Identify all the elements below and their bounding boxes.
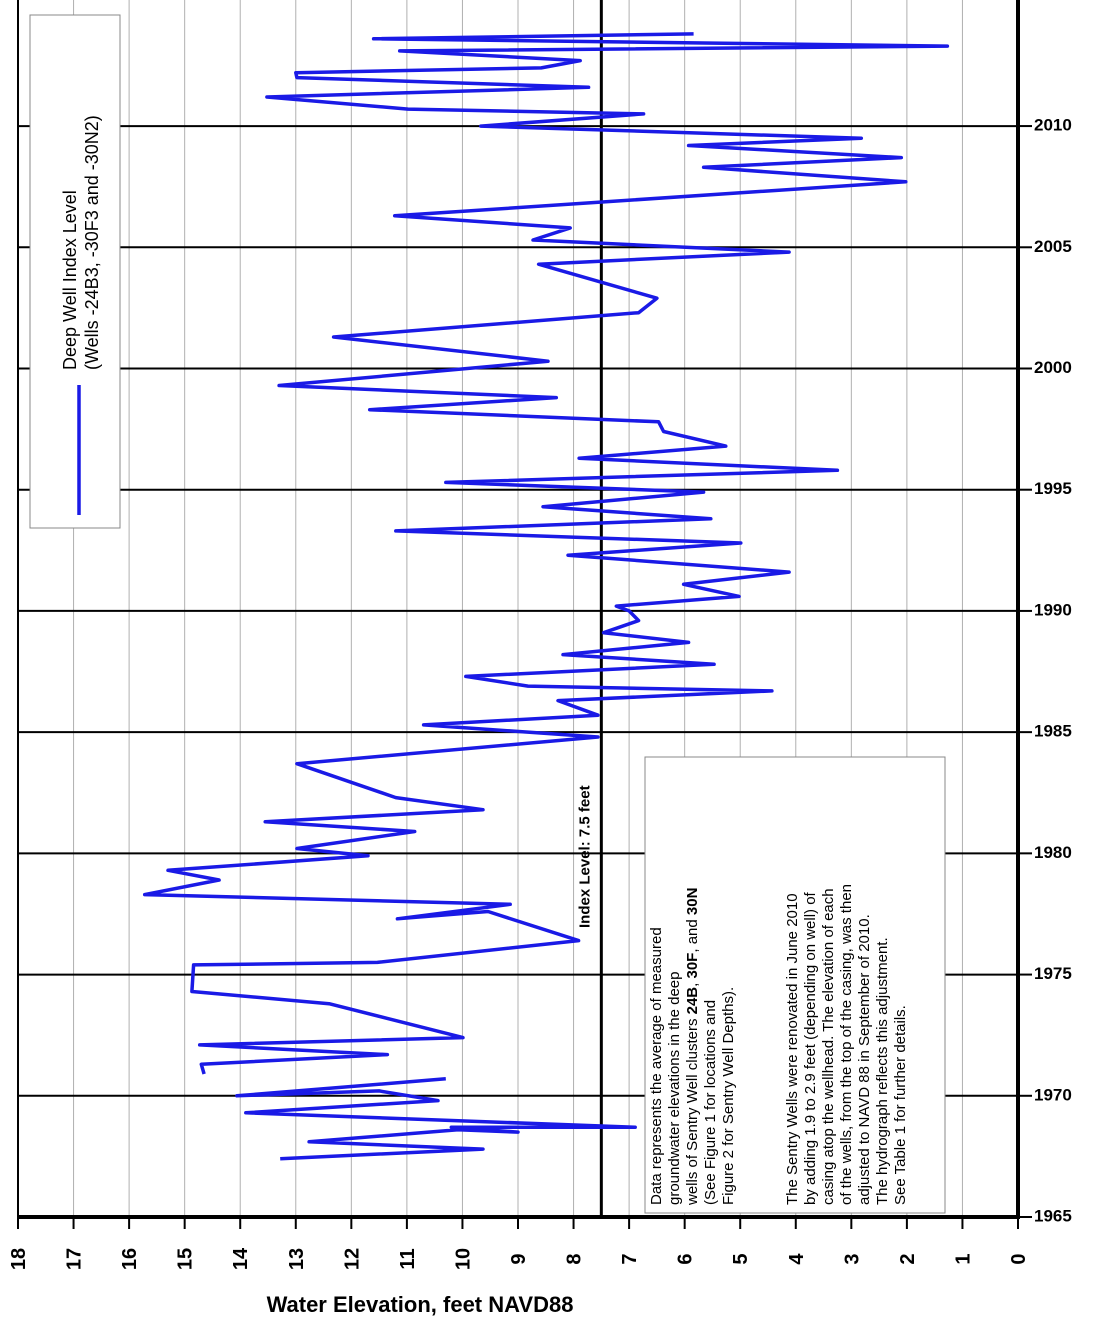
y-tick-label: 1990 — [1034, 600, 1072, 619]
note-text: Figure 2 for Sentry Well Depths). — [720, 987, 737, 1205]
x-tick-label: 15 — [175, 1248, 197, 1270]
note-box — [644, 756, 946, 1214]
x-tick-label: 1 — [952, 1253, 974, 1264]
x-tick-label: 6 — [675, 1253, 697, 1264]
note-text: wells of Sentry Well clusters — [684, 1014, 701, 1206]
y-tick-label: 1980 — [1034, 843, 1072, 862]
note-text: Data represents the average of measured — [648, 927, 665, 1205]
note-text: (See Figure 1 for locations and — [702, 1000, 719, 1205]
note-line: See Table 1 for further details. — [892, 1005, 909, 1205]
note-text: The hydrograph reflects this adjustment. — [874, 937, 891, 1205]
x-tick-label: 9 — [508, 1253, 530, 1264]
x-tick-label: 12 — [341, 1248, 363, 1270]
x-tick-label: 18 — [8, 1248, 30, 1270]
note-text: groundwater elevations in the deep — [666, 972, 683, 1206]
x-tick-label: 17 — [64, 1248, 86, 1270]
note-text: 30N — [684, 888, 701, 916]
y-tick-label: 1965 — [1034, 1206, 1072, 1225]
x-tick-label: 7 — [619, 1253, 641, 1264]
y-tick-label: 1995 — [1034, 479, 1072, 498]
note-text: , — [684, 979, 701, 987]
y-tick-label: 2005 — [1034, 237, 1072, 256]
note-line: Figure 2 for Sentry Well Depths). — [720, 987, 737, 1205]
legend-label: Deep Well Index Level — [60, 190, 80, 370]
y-tick-label: 2000 — [1034, 358, 1072, 377]
note-text: by adding 1.9 to 2.9 feet (depending on … — [802, 891, 819, 1205]
x-tick-label: 11 — [397, 1248, 419, 1269]
x-tick-label: 0 — [1008, 1253, 1030, 1264]
note-line: (See Figure 1 for locations and — [702, 1000, 719, 1205]
note-line: by adding 1.9 to 2.9 feet (depending on … — [802, 891, 819, 1205]
note-line: The Sentry Wells were renovated in June … — [784, 893, 801, 1205]
x-tick-label: 10 — [452, 1248, 474, 1270]
note-line: Data represents the average of measured — [648, 927, 665, 1205]
note-text: See Table 1 for further details. — [892, 1005, 909, 1205]
note-text: , and — [684, 915, 701, 953]
note-text: 24B — [684, 987, 701, 1015]
x-tick-label: 13 — [286, 1248, 308, 1270]
y-tick-label: 2010 — [1034, 116, 1072, 135]
note-text: 30F — [684, 953, 701, 979]
x-tick-label: 4 — [786, 1253, 808, 1265]
x-tick-label: 2 — [897, 1253, 919, 1264]
note-line: The hydrograph reflects this adjustment. — [874, 937, 891, 1205]
note-text: adjusted to NAVD 88 in September of 2010… — [856, 914, 873, 1205]
y-tick-label: 1975 — [1034, 964, 1072, 983]
note-text: of the wells, from the top of the casing… — [838, 884, 855, 1205]
note-text: The Sentry Wells were renovated in June … — [784, 893, 801, 1205]
x-axis-label: Water Elevation, feet NAVD88 — [267, 1292, 574, 1317]
legend-box — [29, 14, 121, 529]
note-line: of the wells, from the top of the casing… — [838, 884, 855, 1205]
note-line: wells of Sentry Well clusters 24B, 30F, … — [684, 888, 701, 1206]
note-text: casing atop the wellhead. The elevation … — [820, 888, 837, 1205]
x-tick-label: 16 — [119, 1248, 141, 1270]
x-tick-label: 14 — [230, 1247, 252, 1270]
legend-subtitle: (Wells -24B3, -30F3 and -30N2) — [82, 115, 102, 370]
note-line: casing atop the wellhead. The elevation … — [820, 888, 837, 1205]
note-line: groundwater elevations in the deep — [666, 972, 683, 1206]
reference-label: Index Level: 7.5 feet — [576, 785, 593, 928]
x-tick-label: 3 — [841, 1253, 863, 1264]
data-line — [142, 32, 950, 1161]
y-tick-label: 1970 — [1034, 1085, 1072, 1104]
note-line: adjusted to NAVD 88 in September of 2010… — [856, 914, 873, 1205]
y-tick-label: 1985 — [1034, 722, 1072, 741]
x-tick-label: 5 — [730, 1253, 752, 1264]
x-tick-label: 8 — [564, 1253, 586, 1264]
